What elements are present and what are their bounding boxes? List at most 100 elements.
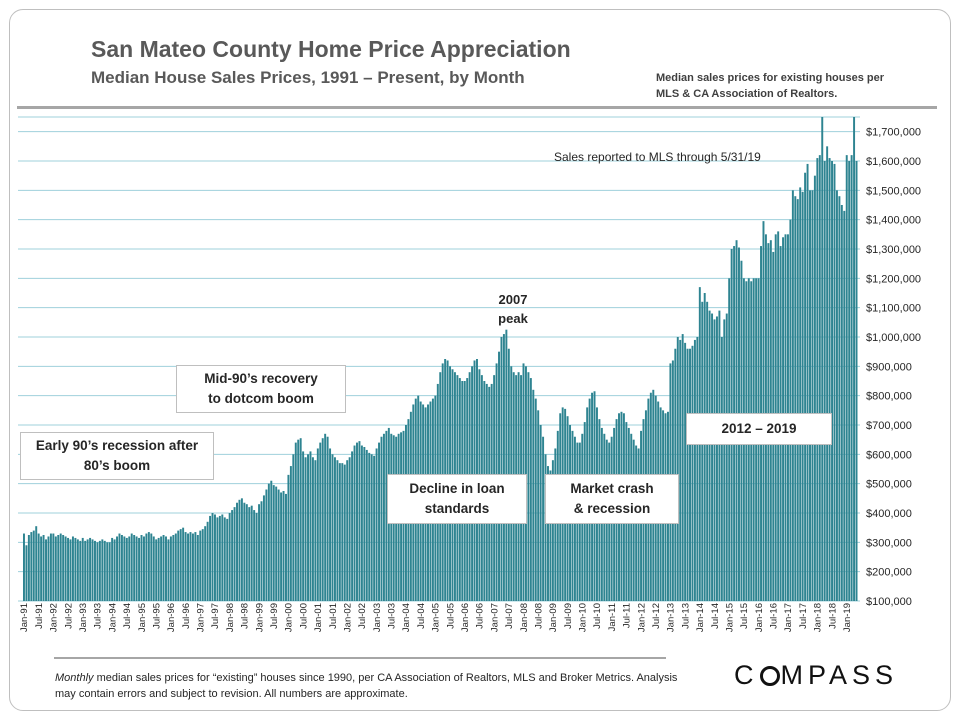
price-bar bbox=[155, 539, 158, 601]
y-tick-label: $200,000 bbox=[866, 567, 912, 579]
price-bar bbox=[329, 448, 332, 601]
price-bar bbox=[544, 454, 547, 601]
price-bar bbox=[706, 301, 709, 601]
annotation-mid-90s-line1: Mid-90’s recovery bbox=[204, 371, 318, 386]
y-tick-label: $1,600,000 bbox=[866, 156, 921, 168]
price-bar bbox=[27, 535, 30, 601]
price-bar bbox=[676, 337, 679, 601]
x-tick-label: Jan-93 bbox=[78, 603, 89, 632]
price-bar bbox=[98, 540, 101, 601]
x-tick-label: Jul-93 bbox=[93, 603, 104, 629]
x-tick-label: Jul-98 bbox=[240, 603, 251, 629]
price-bar bbox=[637, 448, 640, 601]
annotation-crash-line1: Market crash bbox=[570, 481, 654, 496]
price-bar bbox=[549, 470, 552, 601]
price-bar bbox=[187, 533, 190, 601]
mls-report-note: Sales reported to MLS through 5/31/19 bbox=[554, 150, 761, 164]
price-bar bbox=[326, 436, 329, 601]
price-bar bbox=[179, 529, 182, 601]
x-tick-label: Jul-97 bbox=[210, 603, 221, 629]
price-bar bbox=[177, 530, 180, 601]
x-tick-label: Jul-91 bbox=[34, 603, 45, 629]
price-bar bbox=[182, 527, 185, 601]
price-bar bbox=[169, 536, 172, 601]
price-bar bbox=[57, 535, 60, 601]
price-bar bbox=[848, 161, 851, 601]
logo-circle-icon bbox=[759, 666, 780, 686]
logo-text-start: C bbox=[734, 660, 759, 690]
price-bar bbox=[255, 513, 258, 601]
price-bar bbox=[333, 457, 336, 601]
price-bar bbox=[356, 442, 358, 601]
price-bar bbox=[314, 460, 317, 601]
price-bar bbox=[370, 454, 373, 601]
price-bar bbox=[150, 533, 153, 601]
price-bar bbox=[527, 372, 530, 601]
x-tick-label: Jul-17 bbox=[798, 603, 809, 629]
x-tick-label: Jan-06 bbox=[460, 603, 471, 632]
price-bar bbox=[684, 342, 687, 601]
price-bar bbox=[539, 425, 542, 601]
y-tick-label: $1,000,000 bbox=[866, 332, 921, 344]
price-bar bbox=[245, 504, 248, 601]
price-bar bbox=[351, 451, 354, 601]
price-bar bbox=[54, 536, 57, 601]
price-bar bbox=[804, 172, 807, 602]
price-bar bbox=[316, 448, 319, 601]
price-bar bbox=[89, 537, 92, 601]
price-bar bbox=[162, 535, 165, 601]
price-bar bbox=[130, 533, 133, 601]
price-bar bbox=[108, 542, 111, 601]
price-bar bbox=[184, 532, 187, 601]
annotation-decline-line1: Decline in loan bbox=[409, 481, 505, 496]
price-bar bbox=[845, 155, 848, 601]
price-bar bbox=[152, 536, 155, 601]
price-bar bbox=[113, 539, 116, 601]
x-tick-label: Jan-18 bbox=[813, 603, 824, 632]
price-bar bbox=[311, 457, 314, 601]
x-tick-label: Jan-14 bbox=[695, 603, 706, 632]
price-bar bbox=[59, 533, 62, 601]
annotation-recent-text: 2012 – 2019 bbox=[721, 421, 797, 436]
x-tick-label: Jan-11 bbox=[607, 603, 618, 631]
price-bar bbox=[160, 536, 163, 601]
x-tick-label: Jul-08 bbox=[533, 603, 544, 629]
price-bar bbox=[689, 348, 691, 601]
x-tick-label: Jan-19 bbox=[842, 603, 853, 632]
price-bar bbox=[505, 329, 508, 601]
price-bar bbox=[831, 161, 834, 601]
price-bar bbox=[791, 190, 794, 601]
price-bar bbox=[720, 337, 723, 601]
logo-text-end: MPASS bbox=[780, 660, 899, 690]
price-bar bbox=[806, 163, 809, 601]
price-bar bbox=[32, 530, 35, 601]
price-bar bbox=[243, 502, 246, 601]
price-bar bbox=[174, 533, 177, 601]
price-bar bbox=[23, 533, 25, 601]
price-bar bbox=[679, 339, 682, 601]
price-bar bbox=[47, 536, 50, 601]
x-tick-label: Jul-13 bbox=[680, 603, 691, 629]
price-bar bbox=[250, 505, 253, 601]
price-bar bbox=[762, 221, 765, 601]
price-bar bbox=[529, 378, 532, 601]
x-tick-label: Jan-17 bbox=[783, 603, 794, 632]
price-bar bbox=[199, 530, 202, 601]
x-axis-tick-labels: Jan-91 Jul-91 Jan-92 Jul-92 Jan-93 Jul-93 Jan-… bbox=[19, 603, 853, 632]
x-tick-label: Jul-18 bbox=[827, 603, 838, 629]
x-tick-label: Jul-14 bbox=[710, 603, 721, 629]
price-bar bbox=[216, 517, 219, 601]
price-bar bbox=[172, 535, 175, 601]
price-bar bbox=[542, 436, 545, 601]
y-tick-label: $1,500,000 bbox=[866, 185, 921, 197]
price-bar bbox=[189, 532, 192, 601]
price-bar bbox=[42, 535, 45, 601]
price-bar bbox=[321, 438, 324, 601]
price-bar bbox=[76, 539, 79, 601]
x-tick-label: Jan-15 bbox=[724, 603, 735, 632]
price-bar bbox=[138, 537, 141, 601]
price-bar bbox=[686, 348, 689, 601]
y-tick-label: $900,000 bbox=[866, 361, 912, 373]
price-bar bbox=[206, 521, 209, 601]
x-tick-label: Jan-92 bbox=[49, 603, 60, 632]
